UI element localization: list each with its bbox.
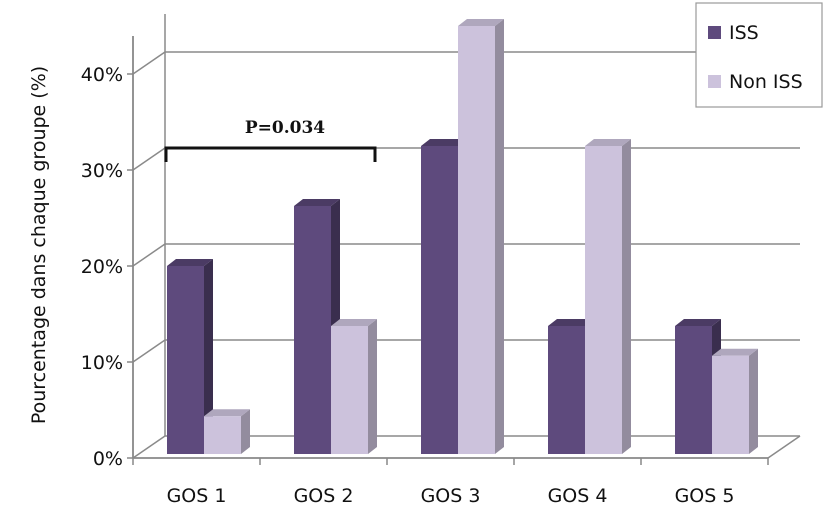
bars	[167, 19, 758, 454]
y-tick-label: 0%	[93, 448, 123, 470]
legend-label-iss: ISS	[729, 22, 759, 44]
bar-non-iss-gos-4	[585, 139, 631, 454]
bar-front	[675, 326, 712, 454]
bar-side	[622, 139, 631, 454]
bar-front	[458, 26, 495, 454]
bar-front	[331, 326, 368, 454]
bar-iss-gos-1	[167, 259, 213, 454]
x-tick-label: GOS 2	[294, 485, 354, 507]
bar-non-iss-gos-1	[204, 409, 250, 454]
bar-front	[167, 266, 204, 454]
significance-annotation: P=0.034	[164, 118, 377, 162]
y-tick-label: 40%	[81, 64, 123, 86]
x-tick-label: GOS 1	[167, 485, 227, 507]
bar-top	[167, 259, 213, 266]
bar-top	[331, 319, 377, 326]
bar-non-iss-gos-2	[331, 319, 377, 454]
bar-non-iss-gos-5	[712, 348, 758, 454]
y-tick-label: 10%	[81, 352, 123, 374]
bar-side	[368, 319, 377, 454]
gridline-diagonal	[132, 147, 166, 171]
x-tick-label: GOS 3	[421, 485, 481, 507]
bar-front	[204, 416, 241, 454]
bar-non-iss-gos-3	[458, 19, 504, 454]
bar-side	[204, 259, 213, 454]
gridline-diagonal	[132, 51, 166, 75]
bar-side	[495, 19, 504, 454]
bar-side	[749, 348, 758, 454]
bar-front	[294, 206, 331, 454]
bar-top	[294, 199, 340, 206]
bar-iss-gos-2	[294, 199, 340, 454]
gridline-diagonal	[132, 243, 166, 267]
significance-bracket	[164, 146, 377, 162]
y-tick-label: 20%	[81, 256, 123, 278]
bar-front	[421, 146, 458, 454]
bar-front	[548, 326, 585, 454]
legend-swatch-iss	[708, 26, 721, 39]
floor-edge	[767, 435, 801, 459]
bar-top	[204, 409, 250, 417]
bar-top	[585, 139, 631, 146]
x-tick-label: GOS 5	[675, 485, 735, 507]
bar-side	[241, 409, 250, 454]
legend: ISS Non ISS	[695, 2, 823, 108]
axes	[127, 36, 769, 465]
bar-top	[458, 19, 504, 26]
bar-top	[675, 319, 721, 326]
gridline-diagonal	[132, 435, 166, 459]
bar-front	[585, 146, 622, 454]
bar-top	[421, 139, 467, 146]
bar-front	[712, 355, 749, 454]
p-value-label: P=0.034	[245, 118, 325, 138]
y-tick-label: 30%	[81, 160, 123, 182]
legend-box	[695, 2, 823, 108]
y-axis-label: Pourcentage dans chaque groupe (%)	[28, 66, 50, 424]
x-tick-label: GOS 4	[548, 485, 608, 507]
legend-swatch-non-iss	[708, 75, 721, 88]
bar-top	[548, 319, 594, 326]
legend-label-non-iss: Non ISS	[729, 71, 803, 93]
bar-top	[712, 348, 758, 356]
labels: 0% 10% 20% 30% 40% GOS 1 GOS 2 GOS 3 GOS 4 GOS 5	[81, 64, 735, 507]
gridline-diagonal	[132, 339, 166, 363]
